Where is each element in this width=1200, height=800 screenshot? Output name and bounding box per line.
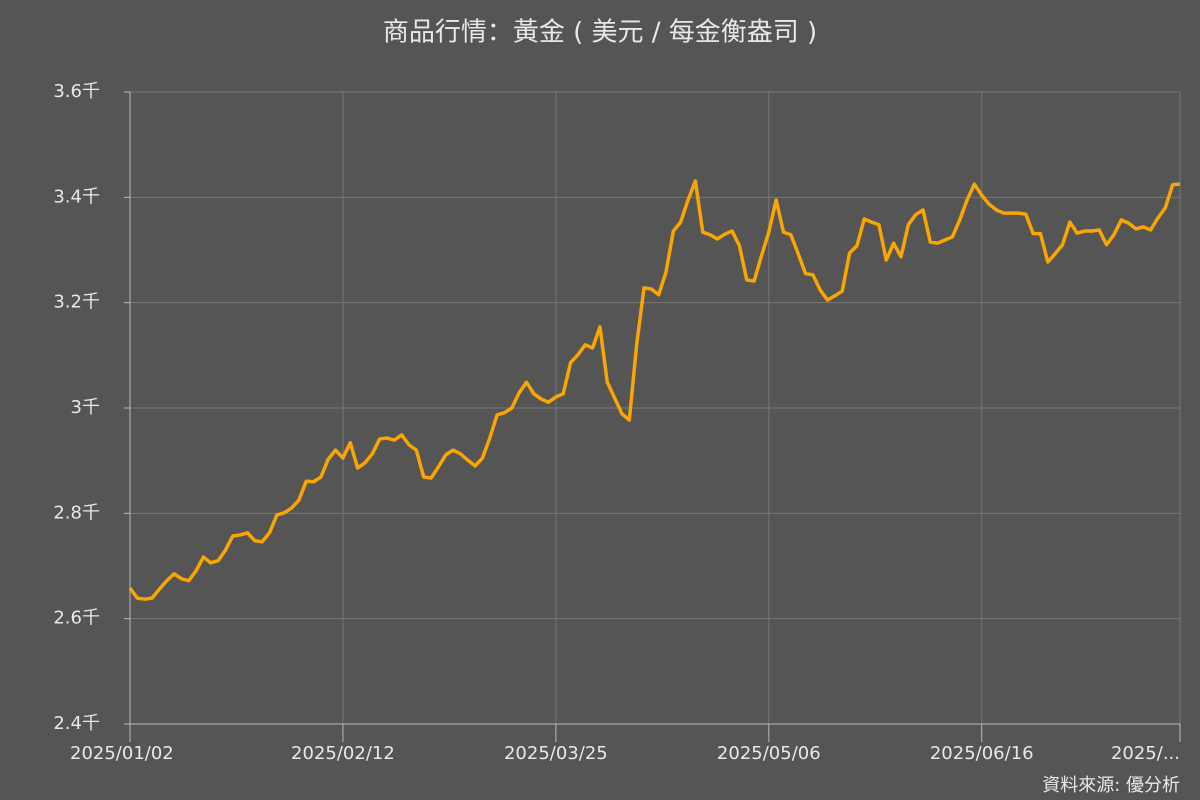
- x-tick-label: 2025/05/06: [717, 743, 821, 764]
- price-line: [128, 179, 1181, 601]
- x-tick-label: 2025/...: [1111, 743, 1180, 764]
- x-tick-label: 2025/01/02: [70, 743, 174, 764]
- y-tick-label: 3千: [71, 397, 100, 418]
- x-tick-label: 2025/03/25: [504, 743, 608, 764]
- y-tick-label: 2.8千: [53, 502, 100, 523]
- y-tick-label: 3.4千: [53, 186, 100, 207]
- y-tick-label: 3.2千: [53, 292, 100, 313]
- y-tick-label: 2.6千: [53, 608, 100, 629]
- x-tick-label: 2025/02/12: [291, 743, 395, 764]
- y-tick-label: 2.4千: [53, 713, 100, 734]
- x-tick-label: 2025/06/16: [930, 743, 1034, 764]
- source-note: 資料來源: 優分析: [1042, 775, 1180, 796]
- chart-title: 商品行情：黃金 ( 美元 / 每金衡盎司 ): [383, 18, 817, 48]
- y-tick-label: 3.6千: [53, 81, 100, 102]
